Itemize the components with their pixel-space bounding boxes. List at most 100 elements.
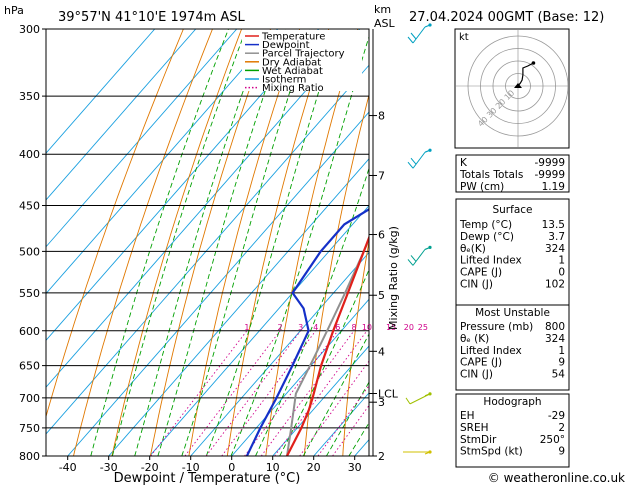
mixing-ratio-line (150, 330, 248, 456)
isotherm-line (46, 29, 279, 295)
surface-row-value: 0 (558, 267, 565, 279)
pressure-tick-label: 650 (19, 360, 40, 373)
wind-barb-shaft (412, 26, 426, 44)
indices-box (455, 154, 570, 193)
most-unstable-row-label: Pressure (mb) (460, 321, 533, 333)
location-title: 39°57'N 41°10'E 1974m ASL (58, 10, 246, 25)
mixing-ratio-label: 4 (313, 323, 318, 332)
hodograph-table-row-label: SREH (460, 422, 489, 434)
surface-row-label: θₑ(K) (460, 243, 486, 255)
temperature-tick-label: 30 (348, 461, 362, 474)
wet-adiabat-line (230, 35, 369, 456)
mixing-ratio-label: 10 (362, 323, 372, 332)
pressure-tick-label: 700 (19, 392, 40, 405)
wind-barb (405, 392, 432, 405)
temperature-tick-label: -30 (100, 461, 118, 474)
index-label: Totals Totals (459, 169, 523, 181)
pressure-tick-label: 300 (19, 23, 40, 36)
hodograph-frame (454, 28, 570, 149)
surface-row-label: CAPE (J) (460, 267, 502, 279)
mixing-ratio-label: 2 (278, 323, 283, 332)
pressure-tick-label: 800 (19, 450, 40, 463)
copyright-footer: © weatheronline.co.uk (488, 471, 625, 485)
mixing-ratio-line (274, 330, 368, 456)
wind-barb-feather (407, 36, 414, 44)
wind-barb-feather (405, 397, 411, 405)
mixing-ratio-label: 6 (335, 323, 340, 332)
wind-barb-shaft (412, 151, 426, 169)
legend-entry: Parcel Trajectory (262, 49, 345, 60)
temperature-axis: -40 -30 -20 -10 0 10 20 30 (59, 456, 362, 474)
isotherm-line (190, 251, 369, 456)
pressure-tick-label: 600 (19, 325, 40, 338)
hodograph-table-row-value: 250° (540, 434, 565, 446)
dry-adiabat-line (46, 29, 184, 419)
pressure-tick-label: 450 (19, 200, 40, 213)
legend-box (242, 30, 362, 91)
hodograph-end-dot (531, 61, 536, 65)
wind-barb-feather (407, 259, 414, 266)
legend-entry: Mixing Ratio (262, 83, 324, 94)
surface-row-value: 1 (558, 255, 565, 267)
mixing-ratio-line (317, 384, 369, 456)
hpa-label: hPa (4, 4, 24, 17)
isotherm-line (46, 29, 320, 342)
wind-barb (407, 245, 432, 266)
wind-barb-dot (428, 148, 432, 152)
mixing-ratio-label: 20 (404, 323, 414, 332)
isotherm-line (231, 298, 369, 456)
dewpoint-line (245, 208, 369, 456)
pressure-tick-label: 550 (19, 287, 40, 300)
lcl-label: LCL (378, 387, 399, 400)
plot-frame (45, 28, 370, 457)
mixing-ratio-line (244, 330, 339, 456)
isotherm-line (67, 111, 369, 456)
isotherm-line (46, 29, 197, 201)
temperature-tick-label: 20 (307, 461, 321, 474)
wet-adiabat-line (90, 29, 229, 456)
wind-barb (403, 450, 432, 455)
dry-adiabat-line (73, 29, 213, 456)
info-tables: K -9999 Totals Totals -9999 PW (cm) 1.19 Surfa… (455, 154, 570, 468)
wind-barb (407, 148, 432, 169)
mixing-ratio-line (221, 330, 317, 456)
km-tick-label: 4 (378, 345, 385, 358)
most-unstable-row-value: 9 (558, 357, 565, 369)
most-unstable-row-label: CAPE (J) (460, 357, 502, 369)
mixing-ratio-label: 8 (351, 323, 356, 332)
mixing-ratio-line (184, 330, 281, 456)
hodograph-table-row-value: -29 (548, 410, 565, 422)
mixing-ratio-label: 1 (244, 323, 249, 332)
legend-entry: Temperature (261, 32, 325, 43)
wind-barb-dot (428, 23, 432, 27)
most-unstable-title: Most Unstable (475, 307, 550, 319)
parcel-trajectory-line (286, 236, 369, 456)
wind-barb-shaft (412, 249, 426, 266)
pressure-tick-label: 500 (19, 245, 40, 258)
isotherm-line (46, 29, 156, 154)
pressure-tick-label: 350 (19, 90, 40, 103)
pressure-axis: 300 350 400 450 500 550 600 650 700 750 800 (19, 23, 46, 463)
index-value: 1.19 (542, 181, 565, 193)
km-tick-label: 2 (378, 450, 385, 463)
x-axis-title: Dewpoint / Temperature (°C) (114, 471, 301, 486)
temperature-tick-label: 0 (228, 461, 235, 474)
isotherm-line (108, 158, 369, 456)
wind-barbs (403, 23, 432, 455)
most-unstable-box (455, 304, 570, 391)
km-tick-label: 5 (378, 289, 385, 302)
index-value: -9999 (534, 157, 565, 169)
surface-row-value: 3.7 (548, 231, 565, 243)
hodograph-table-row-label: EH (460, 410, 475, 422)
hodograph-table-row-value: 9 (558, 446, 565, 458)
legend-entry: Dry Adiabat (262, 57, 321, 68)
mixing-ratio-line (260, 330, 355, 456)
index-label: K (460, 157, 468, 169)
index-label: PW (cm) (460, 181, 504, 193)
dry-adiabat-line (603, 29, 620, 456)
wind-barb-dot (428, 245, 432, 249)
legend-entry: Isotherm (262, 75, 306, 86)
surface-title: Surface (492, 204, 532, 216)
